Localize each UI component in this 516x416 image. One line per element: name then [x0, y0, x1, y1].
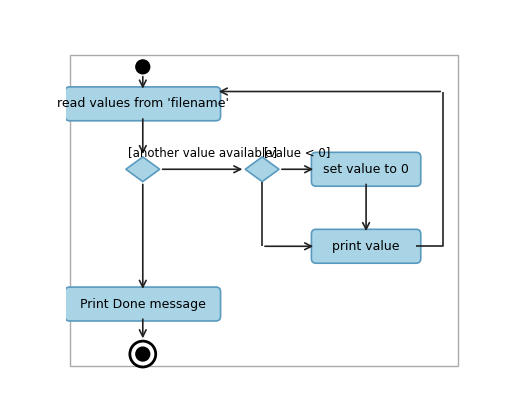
FancyBboxPatch shape [312, 152, 421, 186]
Text: print value: print value [332, 240, 400, 253]
FancyBboxPatch shape [65, 87, 220, 121]
Text: read values from 'filename': read values from 'filename' [57, 97, 229, 110]
Polygon shape [126, 157, 160, 182]
Text: [another value available]: [another value available] [128, 146, 277, 159]
Text: set value to 0: set value to 0 [323, 163, 409, 176]
Polygon shape [245, 157, 279, 182]
FancyBboxPatch shape [312, 229, 421, 263]
Circle shape [136, 60, 150, 74]
Text: Print Done message: Print Done message [80, 297, 206, 310]
Text: [value < 0]: [value < 0] [264, 146, 331, 159]
FancyBboxPatch shape [65, 287, 220, 321]
Circle shape [136, 347, 150, 361]
